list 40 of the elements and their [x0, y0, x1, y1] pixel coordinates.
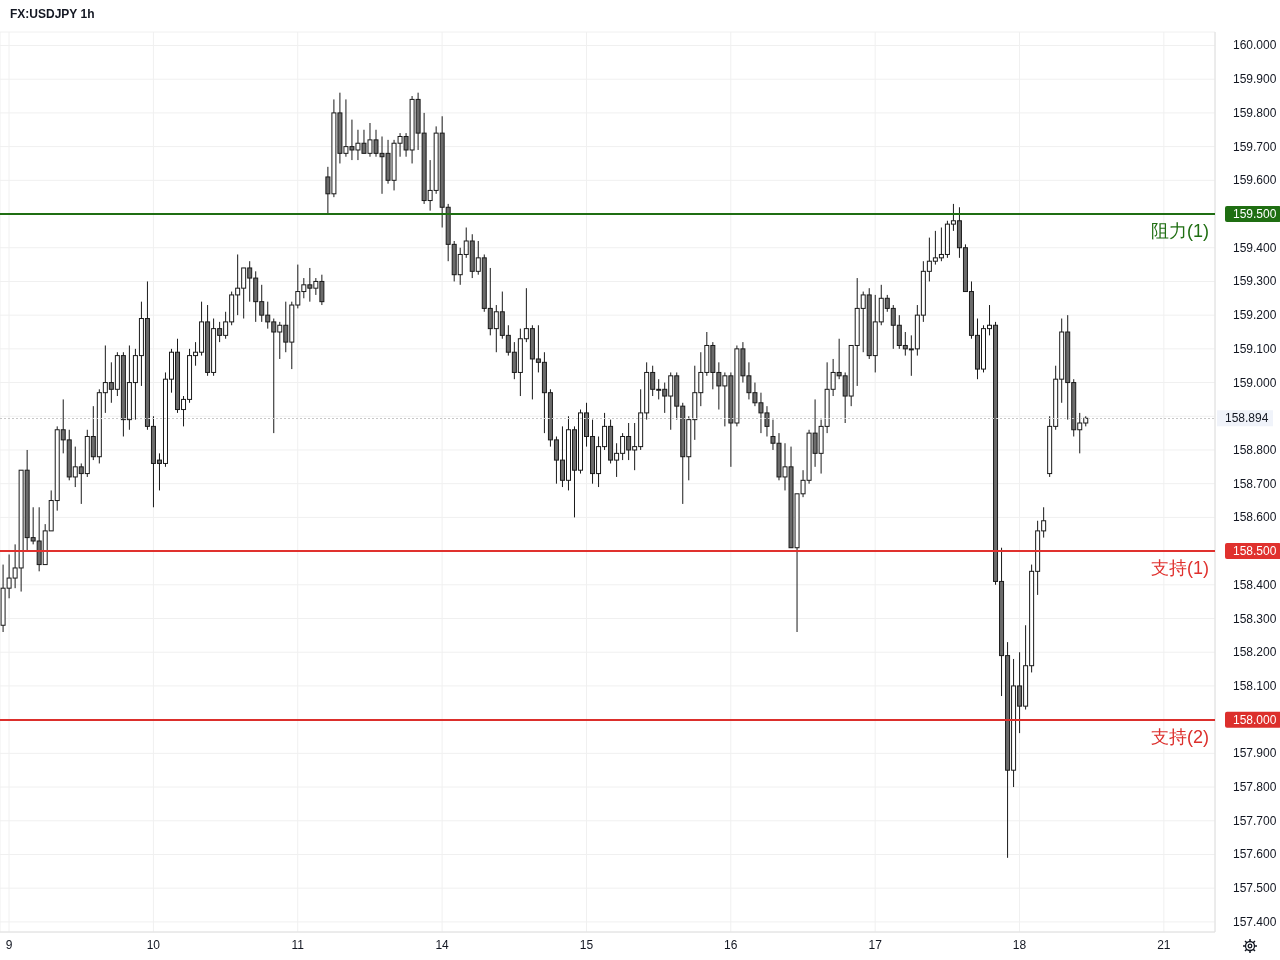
x-tick-label: 15: [579, 937, 594, 952]
y-tick-label: 159.200: [1233, 308, 1277, 323]
x-tick-label: 9: [5, 937, 13, 952]
x-tick-label: 18: [1012, 937, 1027, 952]
y-tick-label: 159.100: [1233, 341, 1277, 356]
y-tick-label: 157.900: [1233, 746, 1277, 761]
x-tick-label: 17: [868, 937, 883, 952]
x-tick-label: 14: [435, 937, 450, 952]
y-tick-label: 159.600: [1233, 173, 1277, 188]
ref-line-label: 支持(1): [1151, 558, 1209, 579]
y-tick-label: 158.200: [1233, 645, 1277, 660]
ref-line-label: 158.894: [1225, 411, 1269, 426]
x-tick-label: 16: [724, 937, 738, 952]
y-tick-label: 159.400: [1233, 240, 1277, 255]
y-tick-label: 159.800: [1233, 105, 1277, 120]
y-tick-label: 158.600: [1233, 510, 1277, 525]
y-tick-label: 159.500: [1233, 207, 1277, 222]
y-tick-label: 157.500: [1233, 881, 1277, 896]
ref-line-label: 支持(2): [1151, 726, 1209, 747]
x-tick-label: 21: [1157, 937, 1171, 952]
y-tick-label: 158.500: [1233, 544, 1277, 559]
y-tick-label: 158.100: [1233, 678, 1277, 693]
y-tick-label: 158.700: [1233, 476, 1277, 491]
y-tick-label: 159.000: [1233, 375, 1277, 390]
y-tick-label: 157.600: [1233, 847, 1277, 862]
y-tick-label: 159.700: [1233, 139, 1277, 154]
y-tick-label: 159.900: [1233, 72, 1277, 87]
y-tick-label: 158.800: [1233, 442, 1277, 457]
y-tick-label: 157.800: [1233, 780, 1277, 795]
y-tick-label: 157.400: [1233, 914, 1277, 929]
y-tick-label: 160.000: [1233, 38, 1277, 53]
y-tick-label: 158.000: [1233, 712, 1277, 727]
x-tick-label: 10: [146, 937, 161, 952]
y-tick-label: 158.400: [1233, 577, 1277, 592]
y-tick-label: 158.300: [1233, 611, 1277, 626]
y-tick-label: 157.700: [1233, 813, 1277, 828]
x-tick-label: 11: [291, 937, 305, 952]
y-tick-label: 159.300: [1233, 274, 1277, 289]
chart-title: FX:USDJPY 1h: [10, 7, 95, 21]
ref-line-label: 阻力(1): [1151, 221, 1209, 242]
